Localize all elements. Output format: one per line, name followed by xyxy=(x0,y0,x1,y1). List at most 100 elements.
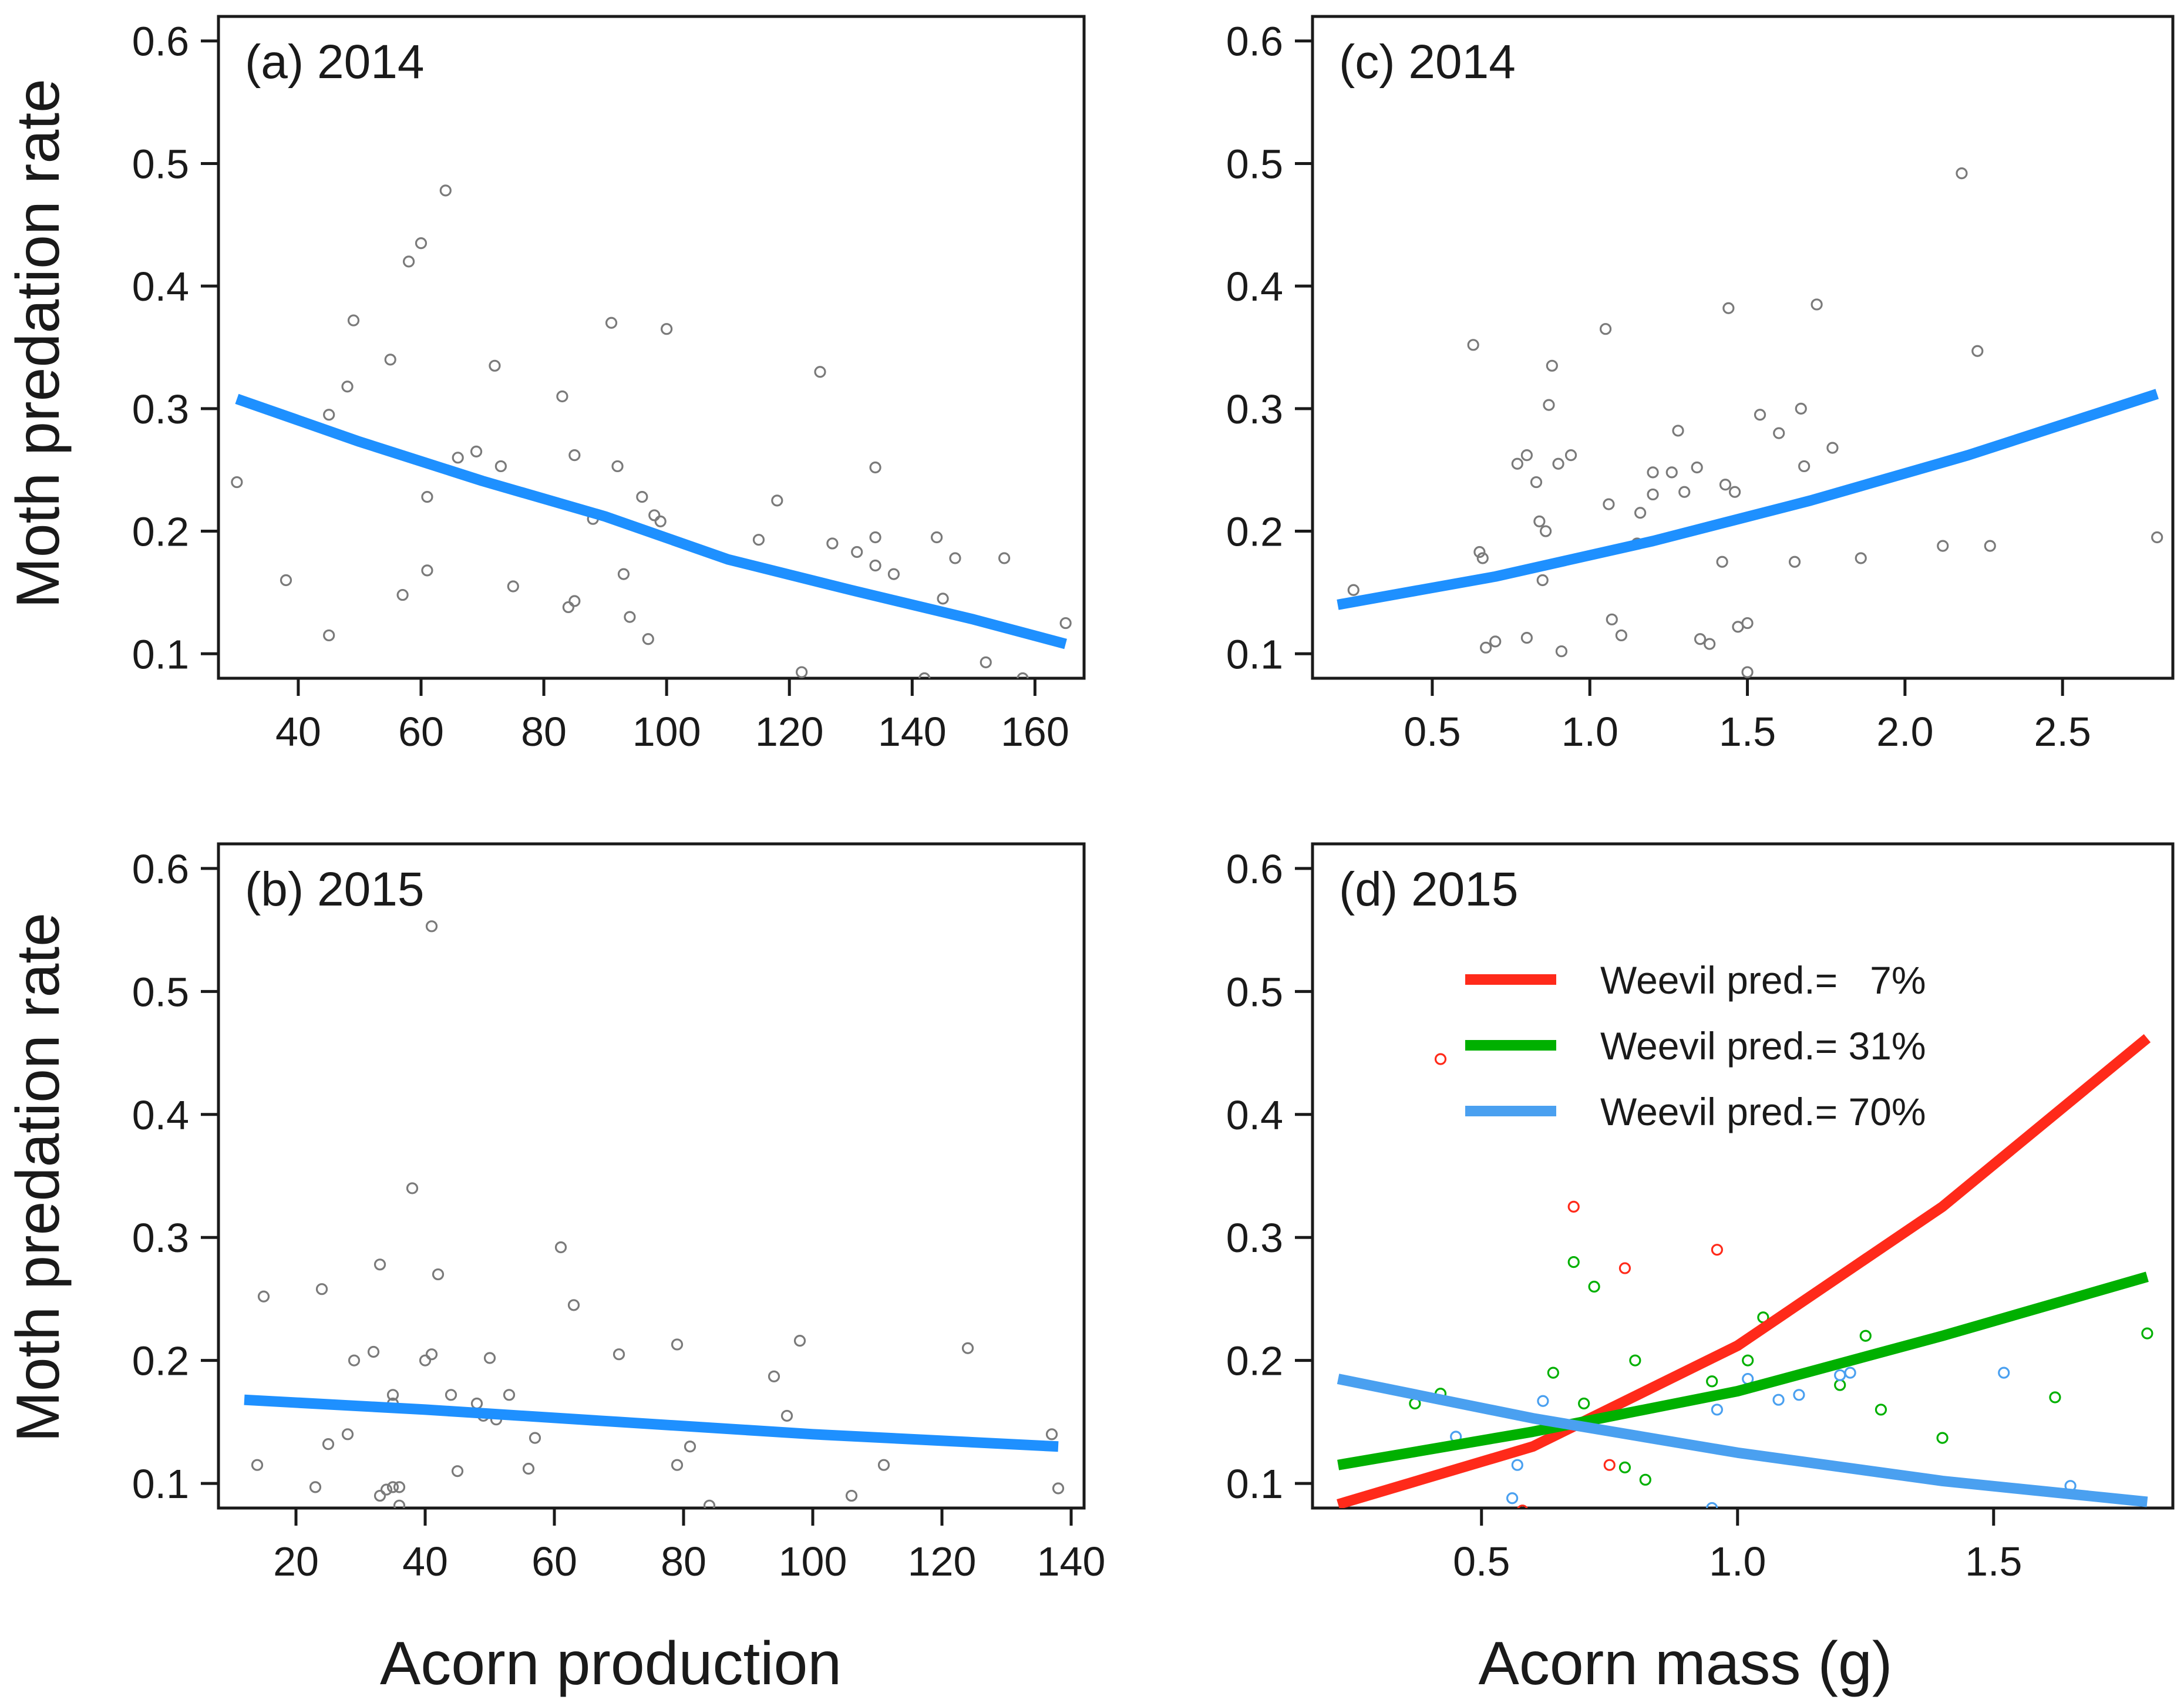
data-point xyxy=(421,491,433,503)
panel-c: 0.1 0.2 0.3 0.4 0.5 0.6 0.5 1.0 1.5 2.0 2.5 (c) 201… xyxy=(1226,15,2175,755)
data-point xyxy=(341,1428,354,1441)
data-point xyxy=(1704,638,1716,650)
data-point xyxy=(1511,457,1523,470)
data-point xyxy=(1998,1367,2010,1379)
data-point xyxy=(568,449,581,462)
data-point xyxy=(445,1389,457,1401)
data-point xyxy=(1678,486,1691,498)
data-point xyxy=(1773,427,1785,439)
data-point xyxy=(567,1299,580,1311)
data-point xyxy=(554,1241,567,1254)
data-point xyxy=(323,409,335,421)
data-point xyxy=(814,366,826,378)
data-point xyxy=(768,1370,780,1382)
plot-frame-c xyxy=(1311,15,2175,680)
data-layer-a xyxy=(231,184,1072,678)
data-point xyxy=(671,1338,684,1351)
x-tick-label-b: 80 xyxy=(661,1539,706,1584)
y-tick-label-b: 0.5 xyxy=(132,969,189,1015)
data-point xyxy=(1434,1053,1447,1065)
data-layer-b xyxy=(244,920,1065,1508)
data-point xyxy=(1540,525,1552,537)
data-point xyxy=(752,534,765,546)
x-tick-label-d: 1.0 xyxy=(1709,1539,1766,1584)
data-point xyxy=(869,531,881,544)
y-tick-label-a: 0.4 xyxy=(132,264,189,309)
panel-label-d: (d) 2015 xyxy=(1339,863,1518,916)
data-point xyxy=(617,568,630,580)
data-point xyxy=(470,1397,483,1410)
data-point xyxy=(611,460,624,473)
data-point xyxy=(1564,449,1577,462)
trend-line xyxy=(244,1394,1059,1452)
data-point xyxy=(1489,635,1502,648)
data-point xyxy=(1855,552,1867,564)
data-point xyxy=(1722,302,1735,314)
data-point xyxy=(1691,461,1703,474)
x-axis-title-right: Acorn mass (g) xyxy=(1478,1630,1892,1698)
data-point xyxy=(624,611,636,623)
data-point xyxy=(1606,613,1618,625)
data-point xyxy=(393,1499,406,1508)
data-point xyxy=(1694,633,1707,645)
data-point xyxy=(1665,466,1678,479)
data-point xyxy=(961,1342,974,1354)
y-tick-label-d: 0.1 xyxy=(1226,1461,1283,1507)
plot-frame-d xyxy=(1311,842,2175,1510)
data-point xyxy=(1511,1459,1523,1471)
x-tick-label-b: 40 xyxy=(402,1539,448,1584)
plot-frame-b xyxy=(217,842,1086,1510)
data-point xyxy=(1603,498,1615,510)
y-tick-label-b: 0.2 xyxy=(132,1338,189,1384)
data-point xyxy=(1517,1505,1528,1508)
data-point xyxy=(470,445,483,457)
data-point xyxy=(1728,486,1741,498)
y-tick-label-c: 0.4 xyxy=(1226,264,1283,309)
data-point xyxy=(1971,345,1984,357)
data-point xyxy=(1615,629,1627,642)
data-point xyxy=(1834,1369,1846,1381)
data-point xyxy=(1844,1367,1856,1379)
trend-line xyxy=(1337,1374,2148,1507)
data-point xyxy=(380,1483,393,1496)
data-point xyxy=(1634,507,1647,519)
data-point xyxy=(1741,617,1754,630)
legend-label: Weevil pred.= 31% xyxy=(1600,1024,1926,1068)
data-point xyxy=(1520,632,1533,644)
data-point xyxy=(415,237,428,250)
y-tick-label-c: 0.3 xyxy=(1226,386,1283,432)
y-tick-label-d: 0.6 xyxy=(1226,846,1283,892)
data-point xyxy=(1811,298,1823,311)
data-point xyxy=(937,593,949,605)
data-point xyxy=(1639,1473,1651,1486)
data-point xyxy=(1984,540,1996,552)
data-point xyxy=(1045,1428,1058,1441)
data-point xyxy=(1711,1244,1723,1256)
data-point xyxy=(1834,1379,1846,1391)
data-point xyxy=(636,491,648,503)
data-point xyxy=(1537,1395,1549,1407)
y-tick-label-b: 0.1 xyxy=(132,1461,189,1507)
data-point xyxy=(661,323,673,335)
data-point xyxy=(703,1499,716,1508)
data-point xyxy=(851,546,863,558)
data-point xyxy=(1672,425,1684,437)
y-tick-label-a: 0.2 xyxy=(132,509,189,555)
data-point xyxy=(367,1345,380,1358)
x-tick-label-a: 140 xyxy=(878,709,947,755)
legend-label: Weevil pred.= 70% xyxy=(1600,1090,1926,1133)
data-point xyxy=(1567,1200,1580,1213)
data-point xyxy=(1742,1354,1754,1367)
x-tick-label-a: 40 xyxy=(275,709,321,755)
x-tick-label-c: 1.5 xyxy=(1719,709,1776,755)
data-point xyxy=(439,184,452,197)
panel-label-c: (c) 2014 xyxy=(1339,35,1516,89)
data-point xyxy=(845,1489,858,1502)
panel-b: 0.1 0.2 0.3 0.4 0.5 0.6 20 40 60 80 100 120 140 (b) 2… xyxy=(132,842,1105,1584)
x-tick-label-a: 100 xyxy=(632,709,701,755)
data-point xyxy=(323,629,335,642)
y-tick-label-d: 0.3 xyxy=(1226,1215,1283,1261)
y-tick-label-c: 0.6 xyxy=(1226,19,1283,65)
data-layer-c xyxy=(1337,167,2163,678)
data-point xyxy=(1741,666,1754,678)
